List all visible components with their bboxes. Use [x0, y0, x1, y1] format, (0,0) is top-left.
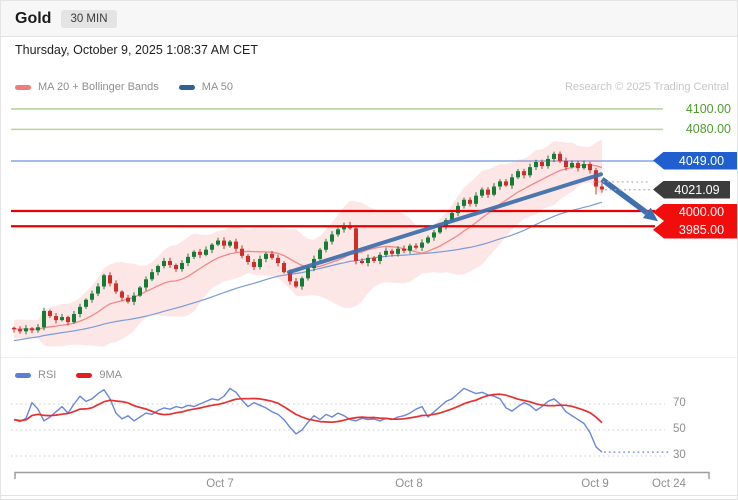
legend-label: MA 50 — [201, 81, 233, 93]
bottom-divider — [1, 495, 737, 496]
header-bar: Gold 30 MIN — [1, 1, 737, 37]
rsi-level-30: 30 — [673, 449, 686, 461]
timeframe-badge[interactable]: 30 MIN — [61, 9, 117, 28]
legend-item-rsi: RSI — [15, 369, 56, 381]
x-axis-label-oct24: Oct 24 — [652, 478, 686, 490]
legend-item-9ma: 9MA — [76, 369, 122, 381]
x-axis-label-oct9: Oct 9 — [581, 478, 609, 490]
rsi-level-70: 70 — [673, 397, 686, 409]
rsi-legend: RSI 9MA — [15, 369, 122, 381]
support-tag-4000: 4000.00 — [653, 203, 737, 221]
price-tag-4049: 4049.00 — [653, 151, 737, 170]
rsi-level-50: 50 — [673, 423, 686, 435]
last-price-tag: 4021.09 — [653, 180, 730, 199]
resistance-label-4100: 4100.00 — [685, 102, 731, 116]
x-axis-label-oct8: Oct 8 — [395, 478, 423, 490]
panel-divider — [1, 357, 737, 358]
bollinger-swatch-icon — [15, 84, 31, 90]
legend-label: 9MA — [99, 369, 122, 381]
rsi-swatch-icon — [15, 372, 31, 378]
chart-timestamp: Thursday, October 9, 2025 1:08:37 AM CET — [15, 43, 258, 57]
research-credit: Research © 2025 Trading Central — [564, 81, 729, 93]
support-tag-3985: 3985.00 — [653, 221, 737, 239]
legend-label: MA 20 + Bollinger Bands — [38, 81, 159, 93]
symbol-title: Gold — [15, 9, 52, 27]
9ma-swatch-icon — [76, 372, 93, 378]
legend-item-bollinger: MA 20 + Bollinger Bands — [15, 81, 159, 93]
resistance-label-4080: 4080.00 — [685, 122, 731, 136]
main-chart-legend: MA 20 + Bollinger Bands MA 50 — [15, 81, 233, 93]
legend-item-ma50: MA 50 — [178, 81, 233, 93]
x-axis-label-oct7: Oct 7 — [206, 478, 234, 490]
legend-label: RSI — [38, 369, 57, 381]
ma50-swatch-icon — [178, 84, 195, 90]
